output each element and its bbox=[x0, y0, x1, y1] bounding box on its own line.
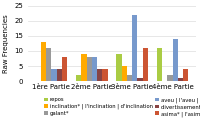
Bar bbox=[183, 69, 188, 81]
Bar bbox=[132, 15, 137, 81]
Bar bbox=[92, 57, 97, 81]
Bar bbox=[122, 66, 127, 81]
Bar bbox=[62, 57, 67, 81]
Bar bbox=[97, 69, 102, 81]
Bar bbox=[81, 54, 87, 81]
Bar bbox=[137, 78, 143, 81]
Y-axis label: Raw Frequencies: Raw Frequencies bbox=[3, 14, 9, 73]
Bar bbox=[51, 69, 57, 81]
Bar bbox=[173, 39, 178, 81]
Bar bbox=[178, 78, 183, 81]
Bar bbox=[127, 75, 132, 81]
Bar bbox=[46, 48, 51, 81]
Bar bbox=[143, 48, 148, 81]
Bar bbox=[87, 57, 92, 81]
Bar bbox=[76, 75, 81, 81]
Bar bbox=[167, 75, 173, 81]
Bar bbox=[102, 69, 108, 81]
Bar bbox=[157, 48, 162, 81]
Bar bbox=[57, 69, 62, 81]
Bar bbox=[116, 54, 122, 81]
Legend: repos, inclination* | l'inclination | d'inclination, galant*, aveu | l'aveu | d': repos, inclination* | l'inclination | d'… bbox=[44, 97, 200, 117]
Bar bbox=[41, 42, 46, 81]
